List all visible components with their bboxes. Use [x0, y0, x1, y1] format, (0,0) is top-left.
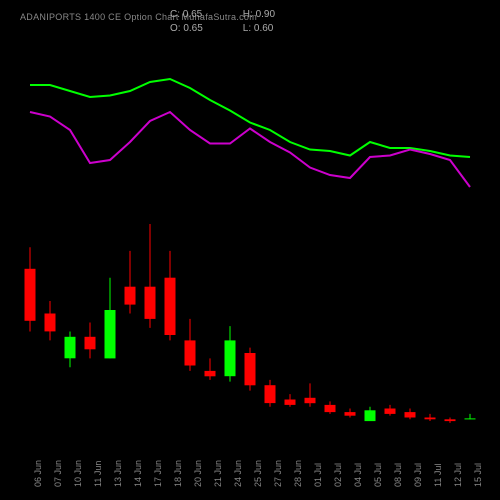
candle-body	[45, 314, 56, 332]
x-axis-label: 24 Jun	[233, 460, 243, 487]
chart-canvas	[0, 0, 500, 500]
x-axis-label: 10 Jun	[73, 460, 83, 487]
x-axis-label: 08 Jul	[393, 463, 403, 487]
candle-body	[465, 418, 476, 419]
candle-body	[405, 412, 416, 417]
x-axis-label: 17 Jun	[153, 460, 163, 487]
x-axis-label: 04 Jul	[353, 463, 363, 487]
candle-body	[385, 409, 396, 414]
x-axis-label: 15 Jul	[473, 463, 483, 487]
x-axis-labels: 06 Jun 07 Jun 10 Jun 11 Jun 13 Jun 14 Jun 17 J…	[0, 439, 500, 494]
x-axis-label: 18 Jun	[173, 460, 183, 487]
candle-body	[365, 410, 376, 421]
candle-body	[345, 412, 356, 416]
candle-body	[105, 310, 116, 358]
indicator-line-green	[30, 79, 470, 157]
x-axis-label: 27 Jun	[273, 460, 283, 487]
x-axis-label: 20 Jun	[193, 460, 203, 487]
candle-body	[65, 337, 76, 359]
x-axis-label: 14 Jun	[133, 460, 143, 487]
candle-body	[425, 418, 436, 420]
x-axis-label: 09 Jul	[413, 463, 423, 487]
candle-body	[285, 400, 296, 405]
x-axis-label: 11 Jun	[93, 461, 103, 487]
x-axis-label: 05 Jul	[373, 463, 383, 487]
x-axis-label: 13 Jun	[113, 460, 123, 487]
x-axis-label: 06 Jun	[33, 460, 43, 487]
candle-body	[25, 269, 36, 321]
candle-body	[205, 371, 216, 376]
candle-body	[185, 340, 196, 365]
x-axis-label: 12 Jul	[453, 463, 463, 487]
candle-body	[245, 353, 256, 385]
candle-body	[85, 337, 96, 350]
x-axis-label: 11 Jul	[433, 464, 443, 487]
x-axis-label: 07 Jun	[53, 460, 63, 487]
candle-body	[225, 340, 236, 376]
candle-body	[305, 398, 316, 403]
x-axis-label: 25 Jun	[253, 460, 263, 487]
candle-body	[125, 287, 136, 305]
candle-body	[265, 385, 276, 403]
x-axis-label: 28 Jun	[293, 460, 303, 487]
candle-body	[445, 419, 456, 421]
x-axis-label: 21 Jun	[213, 460, 223, 487]
candle-body	[325, 405, 336, 412]
x-axis-label: 01 Jul	[313, 463, 323, 487]
x-axis-label: 02 Jul	[333, 463, 343, 487]
candle-body	[145, 287, 156, 319]
candle-body	[165, 278, 176, 335]
